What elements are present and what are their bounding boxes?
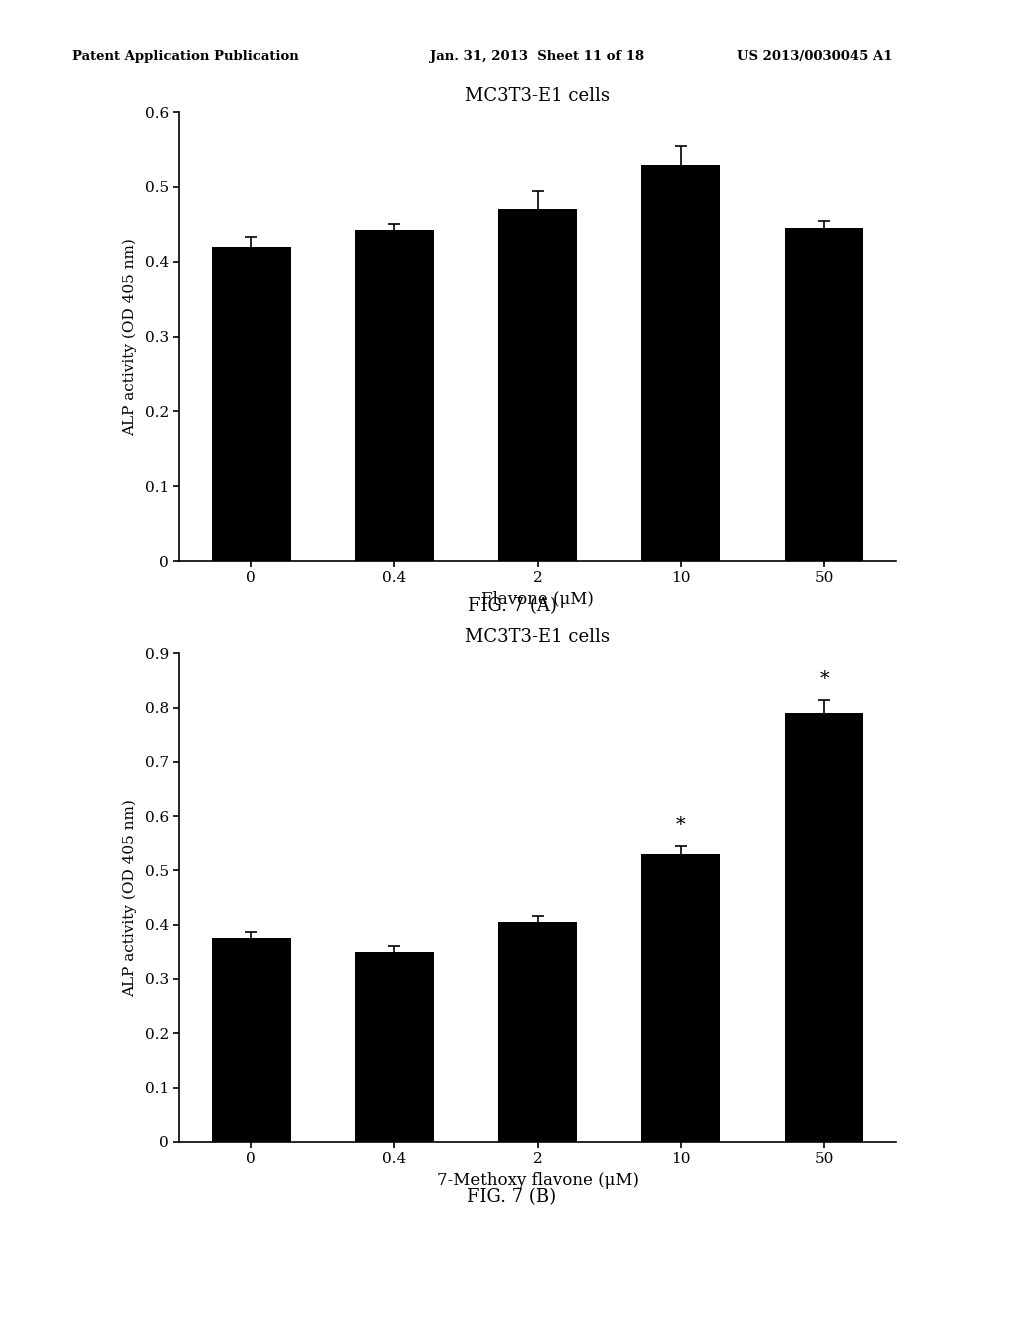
Text: *: * <box>819 669 828 688</box>
Bar <box>212 939 291 1142</box>
Text: FIG. 7 (A): FIG. 7 (A) <box>468 597 556 615</box>
Bar <box>784 228 863 561</box>
Text: Jan. 31, 2013  Sheet 11 of 18: Jan. 31, 2013 Sheet 11 of 18 <box>430 50 644 63</box>
Bar <box>641 165 720 561</box>
Bar <box>212 247 291 561</box>
X-axis label: 7-Methoxy flavone (μM): 7-Methoxy flavone (μM) <box>436 1172 639 1189</box>
Y-axis label: ALP activity (OD 405 nm): ALP activity (OD 405 nm) <box>123 238 137 436</box>
Title: MC3T3-E1 cells: MC3T3-E1 cells <box>465 87 610 106</box>
Bar <box>499 921 577 1142</box>
Title: MC3T3-E1 cells: MC3T3-E1 cells <box>465 628 610 647</box>
Text: FIG. 7 (B): FIG. 7 (B) <box>467 1188 557 1206</box>
Bar <box>499 210 577 561</box>
X-axis label: Flavone (μM): Flavone (μM) <box>481 591 594 609</box>
Text: US 2013/0030045 A1: US 2013/0030045 A1 <box>737 50 893 63</box>
Bar <box>355 230 434 561</box>
Text: Patent Application Publication: Patent Application Publication <box>72 50 298 63</box>
Bar <box>355 952 434 1142</box>
Text: *: * <box>676 816 686 834</box>
Y-axis label: ALP activity (OD 405 nm): ALP activity (OD 405 nm) <box>123 799 137 997</box>
Bar <box>784 713 863 1142</box>
Bar <box>641 854 720 1142</box>
